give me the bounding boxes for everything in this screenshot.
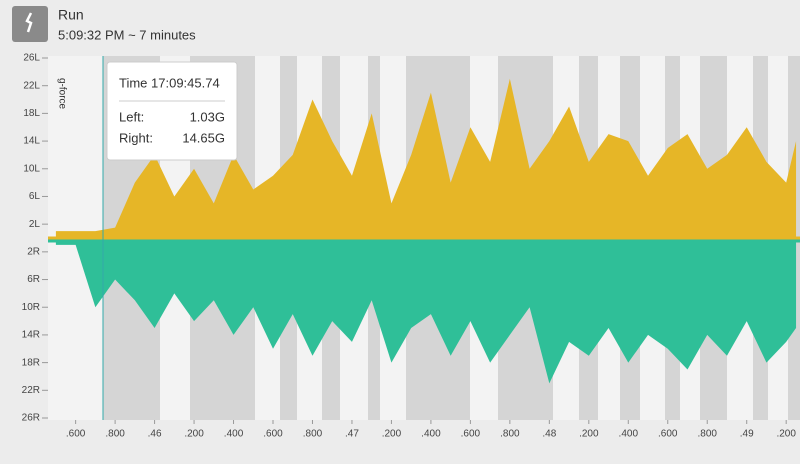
x-tick-label: .400 <box>619 429 639 440</box>
x-tick-label: .48 <box>542 429 556 440</box>
y-tick-label: 10L <box>23 163 40 174</box>
x-tick-label: .600 <box>263 429 283 440</box>
x-tick-label: .400 <box>421 429 441 440</box>
x-tick-label: .46 <box>148 429 162 440</box>
y-tick-label: 22R <box>22 385 40 396</box>
y-tick-label: 14R <box>22 330 40 341</box>
y-axis-label: g-force <box>56 78 67 110</box>
tooltip-value: 14.65G <box>182 130 225 145</box>
y-tick-label: 2L <box>29 219 41 230</box>
y-tick-label: 18R <box>22 357 40 368</box>
x-tick-label: .600 <box>66 429 86 440</box>
subtitle: 5:09:32 PM ~ 7 minutes <box>58 27 196 42</box>
x-tick-label: .800 <box>697 429 717 440</box>
x-tick-label: .49 <box>740 429 754 440</box>
x-tick-label: .800 <box>105 429 125 440</box>
y-tick-label: 14L <box>23 136 40 147</box>
x-tick-label: .600 <box>658 429 678 440</box>
area <box>55 78 797 239</box>
x-tick-label: .200 <box>579 429 599 440</box>
y-tick-label: 6R <box>27 274 40 285</box>
tooltip-value: 1.03G <box>190 109 225 124</box>
tooltip-label: Right: <box>119 130 153 145</box>
tooltip-box <box>106 61 238 161</box>
x-tick-label: .47 <box>345 429 359 440</box>
y-tick-label: 18L <box>23 108 40 119</box>
runner-glyph <box>25 12 33 33</box>
area <box>55 238 797 384</box>
x-tick-label: .600 <box>461 429 481 440</box>
tooltip-time: Time 17:09:45.74 <box>119 75 220 90</box>
title: Run <box>58 7 84 23</box>
y-tick-label: 22L <box>23 80 40 91</box>
x-tick-label: .400 <box>224 429 244 440</box>
y-tick-label: 26L <box>23 53 40 64</box>
x-tick-label: .200 <box>184 429 204 440</box>
marks <box>48 78 800 384</box>
y-tick-label: 2R <box>27 246 40 257</box>
y-tick-label: 10R <box>22 302 40 313</box>
x-tick-label: .200 <box>776 429 796 440</box>
y-tick-label: 6L <box>29 191 41 202</box>
tooltip: Time 17:09:45.74 Left: 1.03G Right: 14.6… <box>106 61 238 161</box>
y-tick-label: 26R <box>22 413 40 424</box>
tooltip-label: Left: <box>119 109 144 124</box>
x-tick-label: .200 <box>382 429 402 440</box>
x-tick-label: .800 <box>500 429 520 440</box>
x-tick-label: .800 <box>303 429 323 440</box>
